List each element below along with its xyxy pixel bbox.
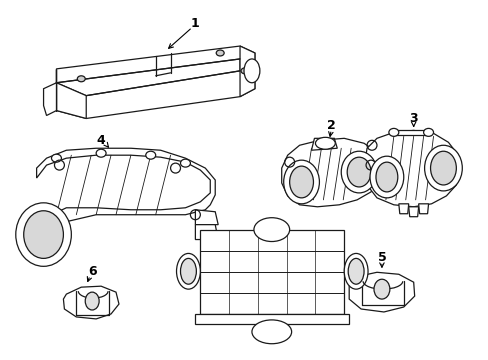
Polygon shape [56, 53, 254, 118]
Polygon shape [281, 138, 380, 207]
Polygon shape [56, 83, 86, 118]
Ellipse shape [375, 162, 397, 192]
Ellipse shape [16, 203, 71, 266]
Polygon shape [408, 207, 418, 217]
Text: 3: 3 [408, 112, 417, 125]
Ellipse shape [180, 258, 196, 284]
Ellipse shape [244, 59, 259, 83]
Polygon shape [195, 225, 218, 239]
Polygon shape [311, 138, 337, 150]
Polygon shape [364, 130, 459, 207]
Ellipse shape [369, 156, 403, 198]
Ellipse shape [85, 292, 99, 310]
Ellipse shape [388, 129, 398, 136]
Polygon shape [195, 210, 218, 225]
Ellipse shape [180, 159, 190, 167]
Ellipse shape [96, 149, 106, 157]
Ellipse shape [77, 76, 85, 82]
Ellipse shape [241, 68, 248, 74]
Ellipse shape [51, 154, 61, 162]
Ellipse shape [24, 211, 63, 258]
Ellipse shape [176, 253, 200, 289]
Text: 1: 1 [191, 17, 200, 30]
Text: 4: 4 [97, 134, 105, 147]
Ellipse shape [347, 258, 364, 284]
Ellipse shape [315, 137, 335, 149]
Ellipse shape [283, 160, 319, 204]
Ellipse shape [145, 151, 155, 159]
Polygon shape [240, 46, 254, 96]
Polygon shape [348, 272, 414, 312]
Polygon shape [200, 230, 344, 314]
Polygon shape [398, 204, 408, 214]
Polygon shape [418, 204, 427, 214]
Ellipse shape [251, 320, 291, 344]
Ellipse shape [424, 145, 461, 191]
Ellipse shape [373, 279, 389, 299]
Polygon shape [56, 46, 254, 83]
Polygon shape [43, 83, 56, 116]
Text: 5: 5 [377, 251, 386, 264]
Ellipse shape [346, 157, 370, 187]
Ellipse shape [216, 50, 224, 56]
Polygon shape [195, 314, 348, 324]
Ellipse shape [429, 151, 455, 185]
Polygon shape [390, 130, 429, 135]
Ellipse shape [253, 218, 289, 242]
Ellipse shape [341, 151, 376, 193]
Polygon shape [63, 286, 119, 319]
Ellipse shape [344, 253, 367, 289]
Text: 2: 2 [326, 119, 335, 132]
Text: 6: 6 [88, 265, 96, 278]
Polygon shape [24, 148, 215, 261]
Ellipse shape [423, 129, 433, 136]
Ellipse shape [289, 166, 313, 198]
